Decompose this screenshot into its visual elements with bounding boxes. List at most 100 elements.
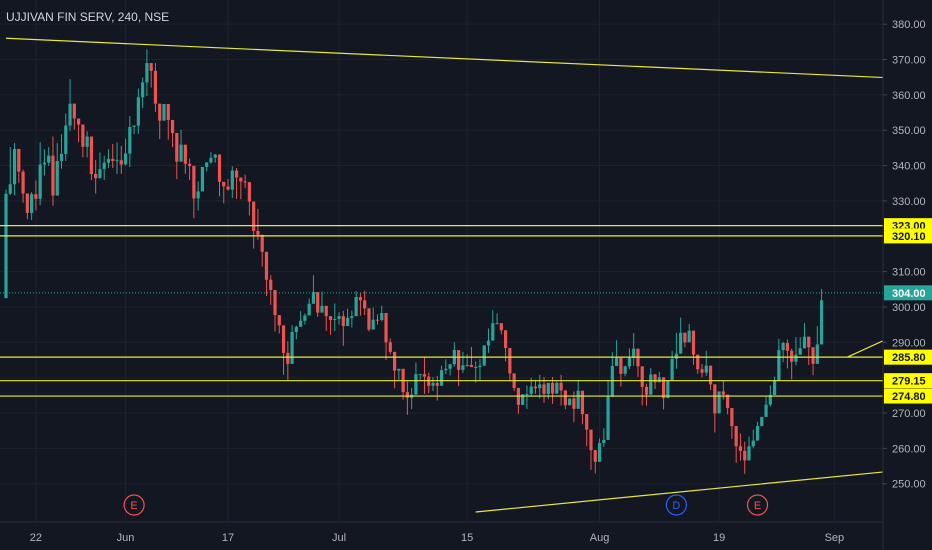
candle-body-8	[38, 164, 42, 199]
candle-body-137	[589, 429, 593, 451]
candle-body-149	[640, 366, 644, 387]
price-axis[interactable]	[883, 0, 932, 550]
candle-body-37	[162, 104, 166, 121]
candle-body-165	[708, 365, 713, 385]
x-tick-label-0: 22	[30, 532, 42, 544]
candle-body-114	[491, 323, 495, 341]
candle-body-134	[576, 390, 580, 409]
candle-body-83	[358, 297, 363, 301]
candle-body-139	[597, 443, 602, 462]
candle-body-174	[747, 446, 751, 461]
level-tag-3-label: 279.15	[892, 376, 926, 388]
candle-body-24	[106, 158, 111, 163]
candle-body-68	[294, 326, 298, 333]
candle-body-45	[196, 191, 200, 199]
candle-body-58	[252, 201, 256, 231]
candle-body-172	[738, 446, 743, 451]
candle-body-108	[465, 364, 469, 366]
x-tick-label-4: 15	[461, 532, 473, 544]
candle-body-84	[363, 300, 367, 309]
candle-body-184	[790, 350, 794, 362]
y-tick-label-0: 250.00	[892, 479, 926, 491]
candle-body-33	[145, 63, 149, 83]
candle-body-48	[209, 157, 213, 163]
candle-body-62	[269, 279, 273, 290]
candle-body-154	[661, 377, 666, 399]
y-tick-label-13: 380.00	[892, 19, 926, 31]
candle-body-54	[234, 170, 239, 178]
candle-body-49	[213, 154, 217, 158]
candle-body-125	[538, 384, 542, 389]
candle-body-129	[555, 382, 559, 394]
x-tick-label-6: 19	[713, 532, 725, 544]
candle-body-47	[205, 162, 209, 167]
candle-body-103	[444, 368, 448, 371]
candle-body-21	[94, 174, 98, 179]
candle-body-141	[606, 396, 610, 440]
candle-body-3	[17, 148, 21, 172]
candle-body-100	[431, 382, 435, 386]
candle-body-131	[563, 390, 567, 406]
candle-body-161	[691, 330, 696, 355]
candle-body-97	[418, 374, 422, 376]
candle-body-91	[392, 351, 397, 371]
candle-body-20	[89, 136, 93, 175]
candle-body-67	[290, 332, 294, 364]
y-tick-label-9: 340.00	[892, 161, 926, 173]
event-marker-label-1: D	[672, 500, 680, 512]
candle-body-183	[785, 343, 790, 351]
event-marker-1	[665, 494, 687, 516]
y-tick-label-4: 290.00	[892, 337, 926, 349]
candle-body-188	[807, 336, 811, 348]
candle-body-61	[264, 251, 269, 280]
y-tick-label-12: 370.00	[892, 54, 926, 66]
candle-body-29	[128, 127, 132, 154]
candle-body-128	[550, 382, 555, 394]
candle-body-17	[76, 118, 81, 125]
candle-body-156	[670, 358, 674, 381]
event-marker-0	[123, 494, 145, 516]
level-tag-3-bg	[884, 373, 932, 389]
candle-body-177	[760, 416, 764, 427]
candle-body-39	[170, 119, 175, 134]
y-tick-label-11: 360.00	[892, 90, 926, 102]
x-tick-label-5: Aug	[590, 532, 610, 544]
candle-body-38	[166, 104, 170, 120]
event-marker-label-0: E	[130, 500, 137, 512]
candle-body-98	[422, 374, 427, 377]
candle-body-180	[773, 380, 777, 395]
candle-body-57	[247, 182, 251, 202]
candle-body-190	[815, 344, 819, 364]
level-tag-2-bg	[884, 349, 932, 365]
candle-body-138	[593, 450, 597, 462]
candle-body-94	[405, 392, 409, 398]
candle-body-15	[68, 103, 72, 126]
candle-body-118	[508, 347, 512, 374]
candle-body-11	[51, 155, 55, 196]
candle-body-179	[768, 394, 772, 405]
candle-body-41	[179, 144, 183, 162]
candle-body-127	[546, 382, 550, 394]
candle-body-65	[281, 325, 286, 353]
candle-body-157	[674, 353, 678, 359]
candle-body-86	[371, 319, 375, 330]
candle-body-71	[307, 303, 311, 316]
x-axis-ticks: 22 Jun 17 Jul 15 Aug 19 Sep	[30, 532, 844, 544]
horizontal-levels	[0, 225, 883, 397]
candle-body-117	[503, 330, 508, 348]
y-tick-label-5: 300.00	[892, 302, 926, 314]
candle-body-69	[299, 320, 303, 327]
candle-body-101	[435, 382, 439, 386]
candle-body-150	[644, 386, 649, 395]
candle-body-116	[499, 323, 503, 331]
chart-title: UJJIVAN FIN SERV, 240, NSE	[6, 10, 169, 24]
candle-body-181	[777, 350, 781, 381]
candle-body-16	[72, 103, 76, 119]
candle-body-171	[734, 426, 738, 447]
y-tick-label-2: 270.00	[892, 408, 926, 420]
trendline-1	[475, 466, 932, 513]
